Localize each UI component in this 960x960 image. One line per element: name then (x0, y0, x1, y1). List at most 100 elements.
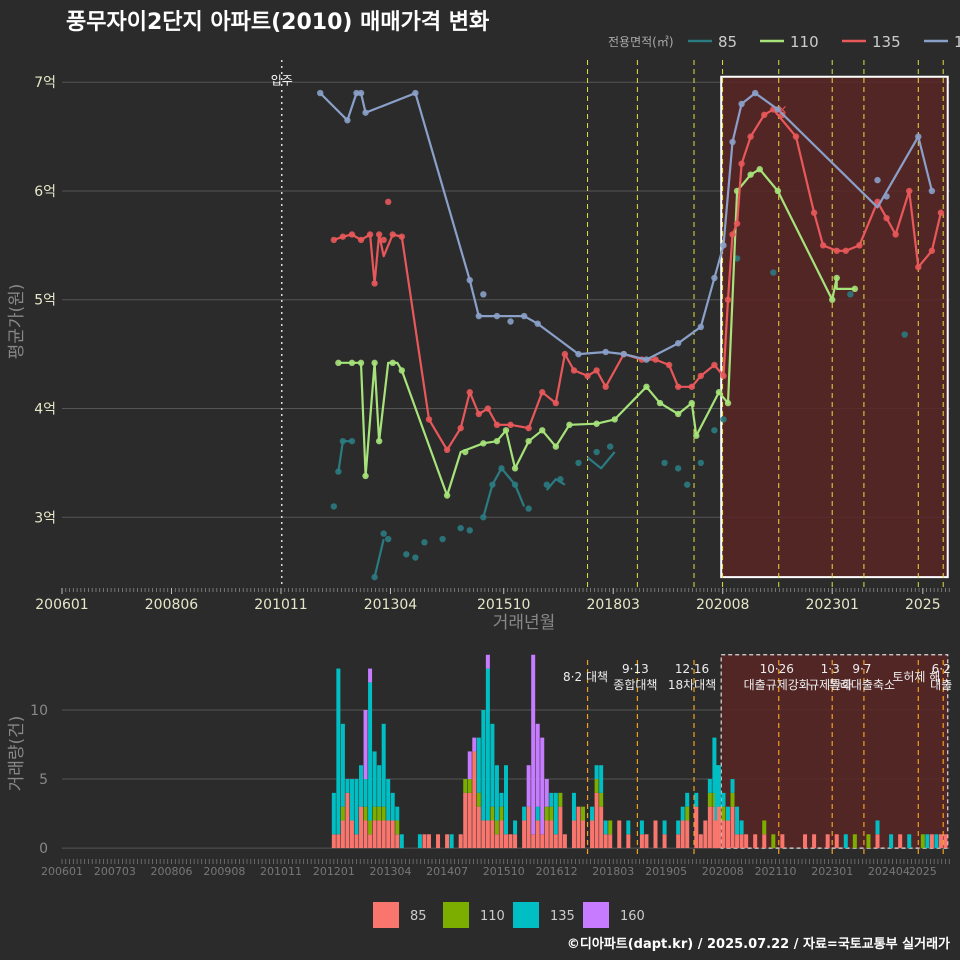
volume-bar-110 (381, 806, 386, 821)
volume-bar-85 (363, 820, 368, 849)
data-point-85 (593, 448, 600, 456)
data-point-85 (733, 255, 741, 262)
volume-bar-135 (716, 765, 721, 807)
volume-bar-85 (472, 751, 477, 849)
data-point-85 (674, 465, 682, 472)
volume-bar-110 (771, 834, 776, 849)
legend-label-85: 85 (410, 909, 427, 924)
volume-bar-135 (499, 792, 504, 807)
volume-bar-85 (345, 792, 350, 849)
volume-bar-135 (875, 820, 880, 835)
data-point-85 (557, 476, 564, 483)
volume-bar-160 (531, 654, 536, 835)
x-tick-label: 200908 (203, 865, 245, 878)
volume-bar-85 (526, 806, 531, 849)
x-tick-label: 2025 (905, 597, 941, 613)
data-point-110 (674, 410, 682, 418)
data-point-85 (330, 503, 338, 510)
data-point-135 (385, 198, 392, 206)
volume-bar-85 (513, 834, 518, 849)
volume-bar-160 (472, 737, 477, 752)
data-point-135 (493, 421, 501, 429)
data-point-135 (371, 280, 378, 287)
data-point-135 (652, 356, 659, 363)
data-point-135 (507, 421, 514, 429)
data-point-160 (480, 291, 487, 298)
volume-bar-85 (386, 820, 391, 849)
policy-label: 토허제 해 (892, 670, 940, 684)
volume-bar-110 (377, 806, 382, 821)
volume-bar-85 (354, 834, 359, 849)
x-tick-label: 201304 (369, 865, 411, 878)
volume-bar-85 (340, 820, 345, 849)
volume-bar-85 (753, 834, 758, 849)
x-tick-label: 202008 (702, 865, 744, 878)
y-axis-title: 평균가(원) (7, 284, 27, 360)
volume-bar-110 (467, 779, 472, 793)
volume-bar-135 (626, 820, 631, 835)
legend-swatch-85 (373, 902, 399, 928)
x-tick-label: 200703 (94, 865, 136, 878)
data-point-85 (697, 459, 705, 467)
volume-bar-135 (676, 820, 681, 835)
data-point-110 (552, 443, 560, 450)
x-tick-label: 201407 (426, 865, 468, 878)
volume-bar-135 (714, 765, 719, 821)
volume-bar-85 (436, 834, 441, 849)
volume-bar-85 (558, 806, 563, 849)
volume-bar-110 (730, 792, 735, 807)
volume-bar-85 (522, 820, 527, 849)
highlight-box (720, 654, 949, 849)
volume-bar-135 (843, 834, 848, 849)
volume-bar-160 (467, 751, 472, 780)
data-point-135 (761, 111, 768, 119)
data-point-160 (729, 138, 736, 146)
x-tick-label: 200601 (35, 597, 88, 613)
data-point-110 (756, 166, 763, 173)
volume-bar-85 (898, 834, 903, 849)
volume-bar-135 (639, 820, 644, 835)
policy-label: 8·2 대책 (563, 669, 608, 684)
volume-bar-135 (694, 792, 699, 807)
volume-bar-110 (499, 806, 504, 821)
data-point-85 (711, 427, 718, 434)
data-point-135 (552, 399, 560, 407)
series-110 (335, 166, 859, 499)
x-tick-label: 201011 (260, 865, 302, 878)
data-point-110 (398, 367, 405, 374)
volume-bar-85 (721, 820, 726, 849)
data-point-85 (661, 459, 668, 467)
x-tick-label: 201612 (536, 865, 578, 878)
data-point-110 (362, 472, 369, 480)
data-point-85 (380, 530, 387, 537)
volume-bar-135 (730, 779, 735, 793)
volume-bar-85 (626, 834, 631, 849)
legend-swatch-135 (513, 902, 539, 928)
policy-label: 1·3 (821, 662, 840, 676)
volume-bar-85 (739, 834, 744, 849)
volume-bar-135 (485, 668, 490, 821)
x-tick-label: 201201 (313, 865, 355, 878)
volume-bar-110 (363, 806, 368, 821)
policy-label: 특례대출축소 (829, 678, 895, 692)
data-point-135 (906, 187, 913, 195)
top-legend: 전용면적(㎡) 85 110 135 160 (608, 33, 960, 51)
volume-bar-135 (662, 820, 667, 835)
data-point-135 (842, 247, 849, 254)
volume-bar-110 (581, 806, 586, 821)
volume-bar-85 (390, 820, 395, 849)
volume-bar-85 (508, 834, 513, 849)
volume-bar-85 (458, 834, 463, 849)
data-point-110 (593, 420, 600, 427)
x-tick-label: 2025 (909, 865, 937, 878)
legend-label-85: 85 (718, 33, 737, 51)
data-point-160 (520, 312, 528, 320)
data-point-135 (348, 231, 356, 238)
data-point-160 (412, 89, 419, 97)
data-point-110 (371, 359, 378, 367)
data-point-85 (457, 524, 464, 532)
data-point-110 (693, 432, 700, 439)
volume-bar-135 (907, 834, 912, 849)
volume-bar-85 (594, 792, 599, 849)
legend-label-160: 160 (954, 33, 960, 51)
